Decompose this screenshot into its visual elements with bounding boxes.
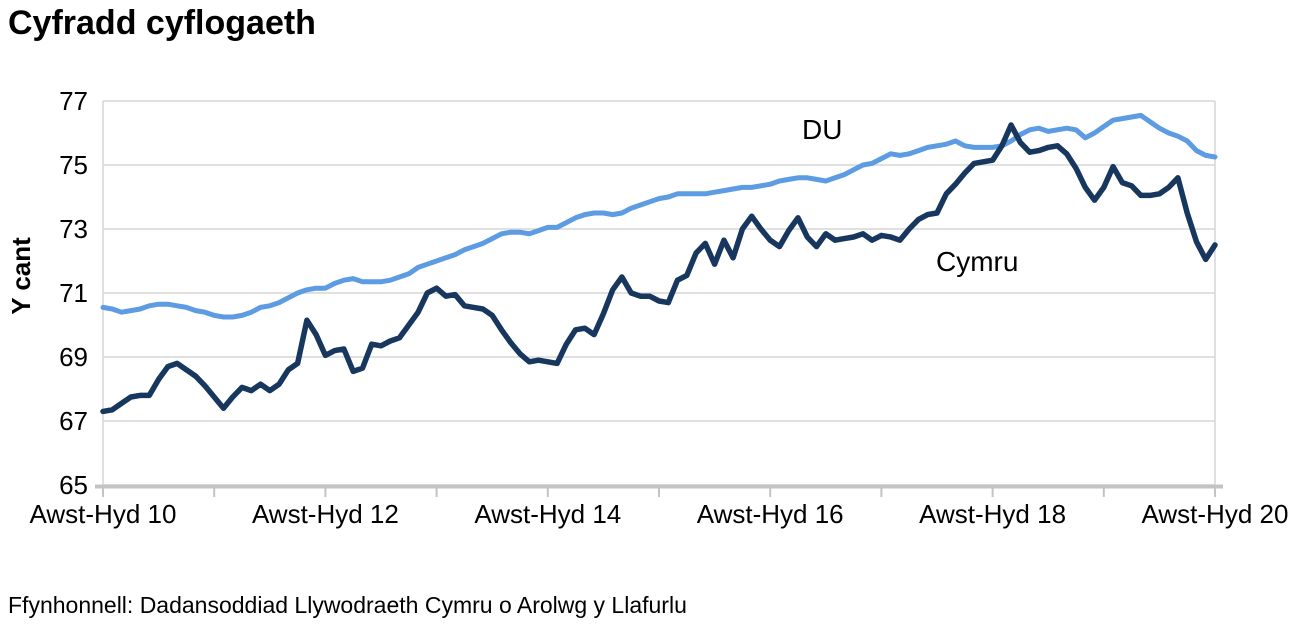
y-tick-label-69: 69 <box>59 342 88 372</box>
x-tick-label-5: Awst-Hyd 18 <box>919 499 1066 529</box>
line-du <box>100 112 1218 320</box>
y-tick-label-77: 77 <box>59 86 88 116</box>
x-tick-label-2: Awst-Hyd 12 <box>252 499 399 529</box>
x-tick-label-1: Awst-Hyd 10 <box>30 499 177 529</box>
x-tick-label-3: Awst-Hyd 14 <box>474 499 621 529</box>
y-tick-label-67: 67 <box>59 406 88 436</box>
y-tick-label-71: 71 <box>59 278 88 308</box>
y-tick-label-65: 65 <box>59 470 88 500</box>
source-note: Ffynhonnell: Dadansoddiad Llywodraeth Cy… <box>8 592 687 618</box>
x-tick-label-6: Awst-Hyd 20 <box>1142 499 1289 529</box>
y-tick-label-73: 73 <box>59 214 88 244</box>
x-tick-label-4: Awst-Hyd 16 <box>697 499 844 529</box>
page-title: Cyfradd cyflogaeth <box>8 4 316 42</box>
series-label-du: DU <box>802 114 843 145</box>
series-label-cymru: Cymru <box>936 246 1019 277</box>
y-tick-label-75: 75 <box>59 150 88 180</box>
line-cymru <box>100 122 1218 415</box>
